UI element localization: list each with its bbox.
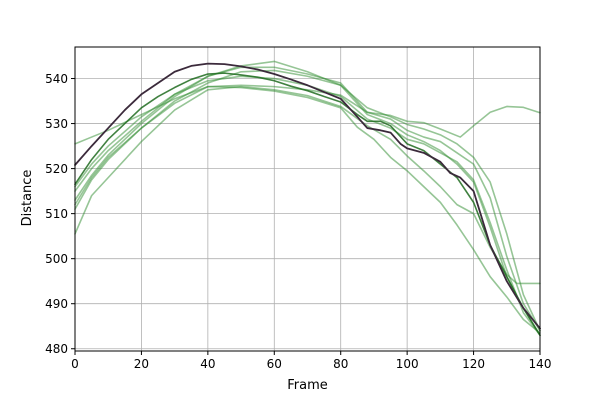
- x-axis-label: Frame: [287, 378, 328, 393]
- y-tick-label: 520: [45, 162, 68, 176]
- y-tick-label: 490: [45, 297, 68, 311]
- y-tick-label: 530: [45, 117, 68, 131]
- x-tick-label: 0: [71, 357, 79, 371]
- y-tick-label: 500: [45, 252, 68, 266]
- x-tick-label: 40: [200, 357, 215, 371]
- series-line-3: [74, 85, 541, 334]
- x-tick-label: 60: [267, 357, 282, 371]
- x-tick-label: 80: [333, 357, 348, 371]
- plot-frame: [74, 46, 541, 352]
- y-tick-label: 510: [45, 207, 68, 221]
- series-line-4: [74, 60, 541, 332]
- series-line-8: [74, 72, 541, 337]
- series-line-5: [74, 66, 541, 332]
- series-line-2: [74, 85, 541, 285]
- series-line-9: [74, 62, 541, 330]
- series-line-7: [74, 75, 541, 337]
- y-tick-label: 540: [45, 72, 68, 86]
- series-line-6: [74, 69, 541, 337]
- x-tick-label: 120: [462, 357, 485, 371]
- y-tick-label: 480: [45, 342, 68, 356]
- x-tick-label: 100: [396, 357, 419, 371]
- y-axis-label: Distance: [20, 170, 35, 227]
- axes-layer: [74, 46, 541, 352]
- series-layer: [74, 60, 541, 337]
- x-tick-label: 20: [134, 357, 149, 371]
- x-tick-label: 140: [529, 357, 552, 371]
- ticks-layer: 0 20 40 60 80 100 120 140 480 490 500 510 520 530 540: [45, 72, 551, 371]
